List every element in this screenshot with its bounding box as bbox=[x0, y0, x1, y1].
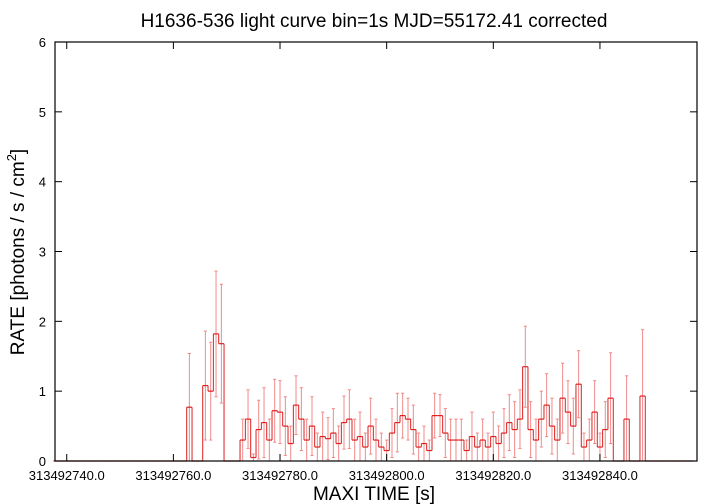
x-tick-label: 313492820.0 bbox=[455, 468, 531, 483]
y-axis-label-superscript: 2 bbox=[4, 154, 19, 161]
y-tick-label: 1 bbox=[39, 384, 46, 399]
x-tick-label: 313492800.0 bbox=[349, 468, 425, 483]
y-tick-label: 2 bbox=[39, 314, 46, 329]
chart-title: H1636-536 light curve bin=1s MJD=55172.4… bbox=[141, 11, 608, 32]
y-tick-label: 4 bbox=[39, 175, 46, 190]
y-axis-label-close: ] bbox=[8, 149, 29, 154]
x-tick-label: 313492780.0 bbox=[242, 468, 318, 483]
x-tick-label: 313492760.0 bbox=[135, 468, 211, 483]
y-tick-label: 0 bbox=[39, 454, 46, 469]
y-tick-label: 6 bbox=[39, 35, 46, 50]
y-tick-label: 3 bbox=[39, 245, 46, 260]
plot-frame bbox=[54, 41, 698, 462]
x-tick-label: 313492840.0 bbox=[562, 468, 638, 483]
plot-area bbox=[53, 270, 694, 462]
x-axis-label: MAXI TIME [s] bbox=[313, 484, 435, 504]
y-axis-label: RATE [photons / s / cm2] bbox=[4, 149, 29, 355]
x-tick-label: 313492740.0 bbox=[29, 468, 105, 483]
y-tick-label: 5 bbox=[39, 105, 46, 120]
y-axis-label-main: RATE [photons / s / cm bbox=[8, 161, 29, 355]
axis-ticks: 0 1 2 3 4 5 6 313492740.0 313492760.0 313492780.0… bbox=[29, 35, 697, 483]
